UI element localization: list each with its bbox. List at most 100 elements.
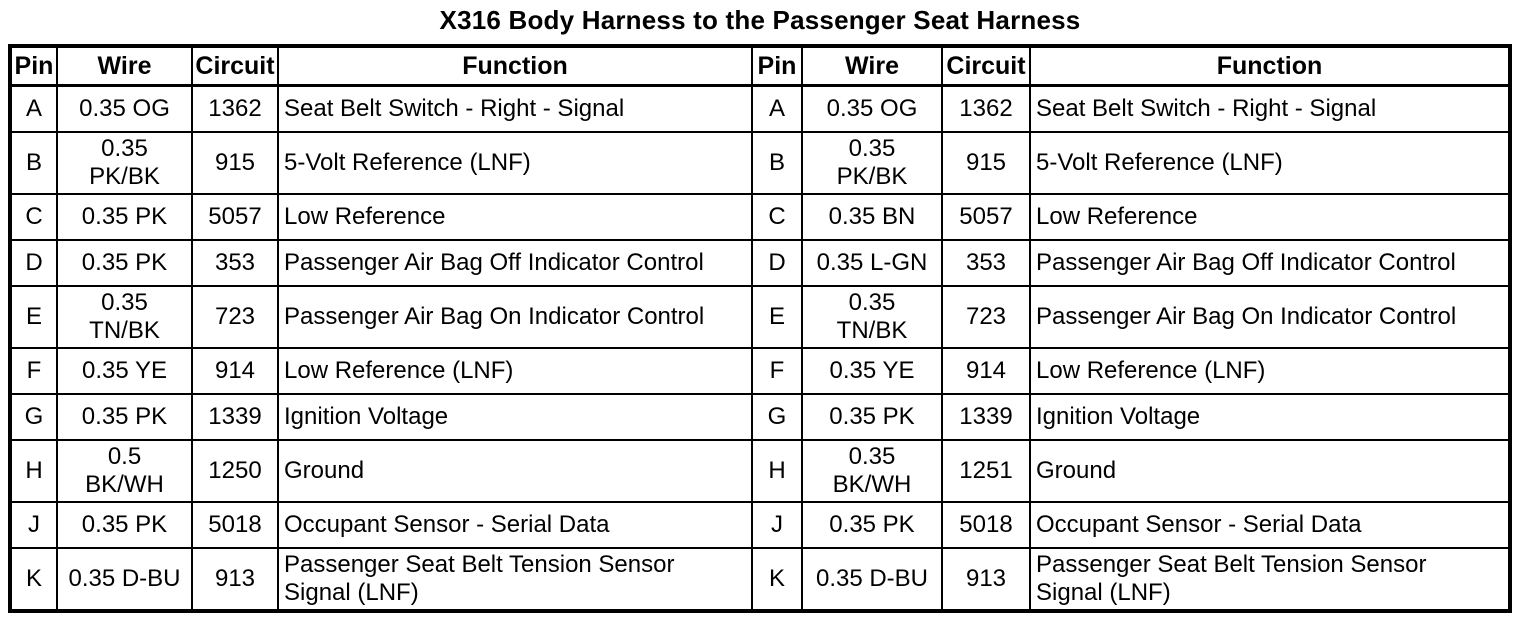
left-pin-cell: B [9,131,58,195]
right-pin-cell: D [751,239,803,287]
table-row: E 0.35 TN/BK 723 Passenger Air Bag On Indic… [9,285,1511,349]
left-function-cell: Passenger Seat Belt Tension Sensor Signa… [277,547,753,612]
left-pin-cell: E [9,285,58,349]
left-pin-cell: A [9,84,58,133]
left-wire-cell: 0.35 PK [56,193,193,241]
table-row: D 0.35 PK 353 Passenger Air Bag Off Indicat… [9,239,1511,287]
left-function-cell: Low Reference [277,193,753,241]
right-pin-cell: H [751,439,803,503]
column-header-wire: Wire [801,45,943,87]
right-circuit-cell: 5018 [941,501,1031,549]
left-pin-cell: D [9,239,58,287]
right-wire-cell: 0.35 TN/BK [801,285,943,349]
right-wire-cell: 0.35 YE [801,347,943,395]
table-row: F 0.35 YE 914 Low Reference (LNF) F 0.35 YE 91… [9,347,1511,395]
right-wire-cell: 0.35 BN [801,193,943,241]
right-function-cell: Ignition Voltage [1029,393,1511,441]
column-header-pin: Pin [9,45,58,87]
left-wire-cell: 0.35 PK [56,239,193,287]
right-pin-cell: F [751,347,803,395]
right-function-cell: Passenger Air Bag Off Indicator Control [1029,239,1511,287]
right-circuit-cell: 5057 [941,193,1031,241]
right-circuit-cell: 913 [941,547,1031,612]
right-wire-cell: 0.35 OG [801,84,943,133]
left-wire-cell: 0.35 OG [56,84,193,133]
right-function-cell: Low Reference [1029,193,1511,241]
pinout-table-body: A 0.35 OG 1362 Seat Belt Switch - Right - S… [9,84,1511,612]
left-circuit-cell: 5018 [191,501,279,549]
left-circuit-cell: 1339 [191,393,279,441]
column-header-function: Function [277,45,753,87]
column-header-circuit: Circuit [941,45,1031,87]
left-wire-cell: 0.35 YE [56,347,193,395]
table-row: K 0.35 D-BU 913 Passenger Seat Belt Tension… [9,547,1511,612]
right-circuit-cell: 1339 [941,393,1031,441]
right-pin-cell: C [751,193,803,241]
right-wire-cell: 0.35 D-BU [801,547,943,612]
right-circuit-cell: 1362 [941,84,1031,133]
right-circuit-cell: 723 [941,285,1031,349]
left-function-cell: Passenger Air Bag Off Indicator Control [277,239,753,287]
header-row: Pin Wire Circuit Function Pin Wire Circuit Func… [9,45,1511,87]
right-wire-cell: 0.35 PK [801,501,943,549]
left-wire-cell: 0.35 PK [56,501,193,549]
page-title: X316 Body Harness to the Passenger Seat … [439,5,1081,35]
right-function-cell: Low Reference (LNF) [1029,347,1511,395]
right-wire-cell: 0.35 PK/BK [801,131,943,195]
left-wire-cell: 0.35 PK [56,393,193,441]
left-wire-cell: 0.5 BK/WH [56,439,193,503]
left-circuit-cell: 353 [191,239,279,287]
left-wire-cell: 0.35 D-BU [56,547,193,612]
left-function-cell: Ignition Voltage [277,393,753,441]
column-header-function: Function [1029,45,1511,87]
left-pin-cell: H [9,439,58,503]
left-circuit-cell: 915 [191,131,279,195]
left-function-cell: Ground [277,439,753,503]
left-circuit-cell: 1362 [191,84,279,133]
right-pin-cell: K [751,547,803,612]
left-function-cell: Seat Belt Switch - Right - Signal [277,84,753,133]
left-circuit-cell: 1250 [191,439,279,503]
column-header-pin: Pin [751,45,803,87]
right-wire-cell: 0.35 PK [801,393,943,441]
right-circuit-cell: 915 [941,131,1031,195]
left-function-cell: Low Reference (LNF) [277,347,753,395]
right-pin-cell: B [751,131,803,195]
right-function-cell: Occupant Sensor - Serial Data [1029,501,1511,549]
left-circuit-cell: 723 [191,285,279,349]
left-pin-cell: K [9,547,58,612]
right-pin-cell: A [751,84,803,133]
table-row: G 0.35 PK 1339 Ignition Voltage G 0.35 PK 1339… [9,393,1511,441]
right-function-cell: Seat Belt Switch - Right - Signal [1029,84,1511,133]
right-function-cell: Passenger Air Bag On Indicator Control [1029,285,1511,349]
left-pin-cell: C [9,193,58,241]
left-circuit-cell: 913 [191,547,279,612]
left-pin-cell: G [9,393,58,441]
right-pin-cell: E [751,285,803,349]
left-pin-cell: F [9,347,58,395]
right-function-cell: Ground [1029,439,1511,503]
table-row: B 0.35 PK/BK 915 5-Volt Reference (LNF) B 0.3… [9,131,1511,195]
left-circuit-cell: 5057 [191,193,279,241]
left-function-cell: Occupant Sensor - Serial Data [277,501,753,549]
right-pin-cell: G [751,393,803,441]
column-header-wire: Wire [56,45,193,87]
left-wire-cell: 0.35 PK/BK [56,131,193,195]
right-circuit-cell: 353 [941,239,1031,287]
table-row: A 0.35 OG 1362 Seat Belt Switch - Right - S… [9,84,1511,133]
table-row: J 0.35 PK 5018 Occupant Sensor - Serial Dat… [9,501,1511,549]
harness-pinout-table: Pin Wire Circuit Function Pin Wire Circuit Func… [8,44,1512,613]
column-header-circuit: Circuit [191,45,279,87]
right-wire-cell: 0.35 BK/WH [801,439,943,503]
right-wire-cell: 0.35 L-GN [801,239,943,287]
left-pin-cell: J [9,501,58,549]
table-row: H 0.5 BK/WH 1250 Ground H 0.35 BK/WH 1251 Groun… [9,439,1511,503]
left-function-cell: Passenger Air Bag On Indicator Control [277,285,753,349]
right-circuit-cell: 1251 [941,439,1031,503]
left-function-cell: 5-Volt Reference (LNF) [277,131,753,195]
right-pin-cell: J [751,501,803,549]
right-circuit-cell: 914 [941,347,1031,395]
left-circuit-cell: 914 [191,347,279,395]
left-wire-cell: 0.35 TN/BK [56,285,193,349]
table-row: C 0.35 PK 5057 Low Reference C 0.35 BN 5057 Low… [9,193,1511,241]
